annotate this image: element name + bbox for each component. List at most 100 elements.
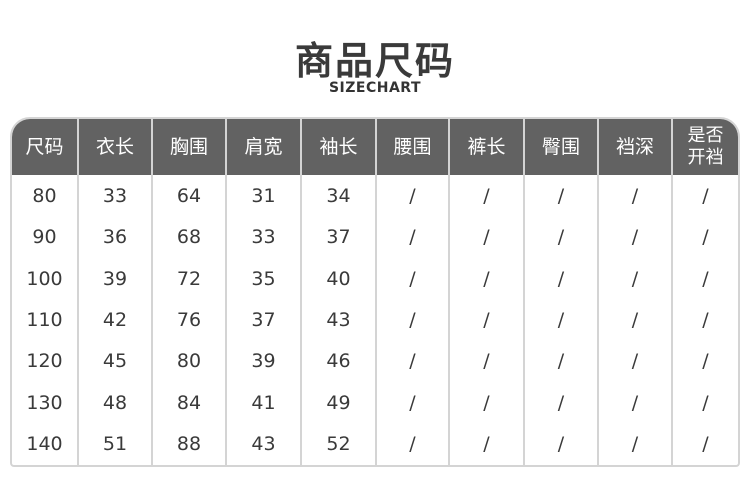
table-cell: 37 bbox=[226, 299, 302, 341]
column-header: 胸围 bbox=[152, 119, 227, 175]
table-cell: 33 bbox=[78, 175, 153, 217]
column-header-label: 裆深 bbox=[615, 136, 654, 158]
table-cell: 52 bbox=[301, 423, 377, 465]
table-cell: 45 bbox=[78, 340, 153, 383]
table-cell: 68 bbox=[152, 216, 227, 258]
table-cell: 84 bbox=[152, 382, 227, 424]
table-cell: 88 bbox=[152, 423, 227, 465]
table-cell: / bbox=[376, 423, 450, 465]
table-cell: 80 bbox=[12, 175, 79, 217]
table-row: 90 36 68 33 37// / / / bbox=[12, 216, 738, 258]
column-header: 裆深 bbox=[598, 119, 673, 175]
table-cell: 33 bbox=[226, 216, 302, 258]
column-header-label: 袖长 bbox=[319, 136, 358, 158]
table-cell: / bbox=[449, 340, 525, 383]
table-cell: / bbox=[524, 340, 599, 383]
table-cell: / bbox=[702, 226, 709, 249]
table-cell: 36 bbox=[78, 216, 153, 258]
table-cell: 110 bbox=[12, 299, 79, 341]
column-header-label: 肩宽 bbox=[244, 136, 283, 158]
table-cell: / bbox=[449, 423, 525, 465]
table-cell: / bbox=[449, 382, 525, 424]
table-cell: 39 bbox=[78, 257, 153, 300]
table-cell: / bbox=[702, 350, 709, 373]
table-cell: / bbox=[598, 340, 673, 383]
column-header: 裤长 bbox=[449, 119, 525, 175]
column-header: 臀围 bbox=[524, 119, 599, 175]
table-cell: / bbox=[376, 216, 450, 258]
table-cell: 49 bbox=[301, 382, 377, 424]
table-cell: / bbox=[598, 216, 673, 258]
table-cell: / bbox=[702, 267, 709, 290]
column-header: 是否开裆 bbox=[672, 119, 738, 175]
table-cell: / bbox=[598, 382, 673, 424]
table-cell: 90 bbox=[12, 216, 79, 258]
table-cell: 120 bbox=[12, 340, 79, 383]
column-header-label: 胸围 bbox=[169, 136, 208, 158]
table-cell: / bbox=[376, 340, 450, 383]
size-chart-table: 尺码 衣长 胸围 肩宽 袖长 腰围 裤长 臀围 裆深 是否开裆 80 33 64 31 34// / //90… bbox=[10, 117, 740, 467]
table-cell: / bbox=[598, 423, 673, 465]
table-cell: 46 bbox=[301, 340, 377, 383]
table-row: 120 45 80 39 46// / / / bbox=[12, 340, 738, 383]
table-cell: 31 bbox=[226, 175, 302, 217]
table-cell: 41 bbox=[226, 382, 302, 424]
column-header: 衣长 bbox=[78, 119, 153, 175]
table-cell: / bbox=[449, 257, 525, 300]
table-row: 140 51 88 43 52// / / / bbox=[12, 423, 738, 465]
table-cell: / bbox=[524, 257, 599, 300]
table-cell: 48 bbox=[78, 382, 153, 424]
table-cell: / bbox=[449, 299, 525, 341]
table-cell: 43 bbox=[226, 423, 302, 465]
table-cell: / bbox=[524, 423, 599, 465]
table-cell: / bbox=[598, 175, 673, 217]
table-cell: 37 bbox=[301, 216, 377, 258]
table-cell: 100 bbox=[12, 257, 79, 300]
table-cell: 76 bbox=[152, 299, 227, 341]
column-header: 尺码 bbox=[12, 119, 79, 175]
table-cell: / bbox=[449, 216, 525, 258]
table-cell: / bbox=[449, 175, 525, 217]
table-row: 80 33 64 31 34// / / / bbox=[12, 175, 738, 217]
table-cell: 39 bbox=[226, 340, 302, 383]
table-cell: 140 bbox=[12, 423, 79, 465]
table-cell: / bbox=[524, 175, 599, 217]
table-cell: 80 bbox=[152, 340, 227, 383]
table-cell: / bbox=[598, 299, 673, 341]
table-row: 130 48 84 41 49// / / / bbox=[12, 382, 738, 424]
table-cell: / bbox=[376, 382, 450, 424]
table-cell: 72 bbox=[152, 257, 227, 300]
column-header-label: 臀围 bbox=[541, 136, 580, 158]
header-row: 尺码 衣长 胸围 肩宽 袖长 腰围 裤长 臀围 裆深 是否开裆 bbox=[12, 119, 738, 175]
column-header-label: 腰围 bbox=[393, 136, 432, 158]
column-header: 袖长 bbox=[301, 119, 377, 175]
table-cell: 35 bbox=[226, 257, 302, 300]
table-cell: / bbox=[702, 391, 709, 414]
table-cell: / bbox=[524, 299, 599, 341]
table-cell: / bbox=[598, 257, 673, 300]
table-cell: 40 bbox=[301, 257, 377, 300]
page-subtitle: SIZECHART bbox=[328, 80, 422, 96]
column-header-label: 是否开裆 bbox=[687, 125, 724, 168]
table-cell: 42 bbox=[78, 299, 153, 341]
table-cell: 43 bbox=[301, 299, 377, 341]
column-header-label: 裤长 bbox=[467, 136, 506, 158]
column-header: 肩宽 bbox=[226, 119, 302, 175]
table-cell: / bbox=[524, 216, 599, 258]
column-header: 腰围 bbox=[376, 119, 450, 175]
table-cell: 51 bbox=[78, 423, 153, 465]
table-cell: 130 bbox=[12, 382, 79, 424]
table-row: 110 42 76 37 43// / / / bbox=[12, 299, 738, 341]
table-cell: / bbox=[702, 184, 709, 207]
column-header-label: 衣长 bbox=[95, 136, 134, 158]
page-title: 商品尺码 bbox=[294, 39, 455, 83]
table-cell: 64 bbox=[152, 175, 227, 217]
table-cell: / bbox=[524, 382, 599, 424]
table-cell: / bbox=[376, 299, 450, 341]
column-header-label: 尺码 bbox=[25, 136, 64, 158]
table-cell: 34 bbox=[301, 175, 377, 217]
table-cell: / bbox=[702, 433, 709, 456]
table-cell: / bbox=[376, 175, 450, 217]
table-cell: / bbox=[702, 308, 709, 331]
table-row: 100 39 72 35 40// / / / bbox=[12, 257, 738, 300]
